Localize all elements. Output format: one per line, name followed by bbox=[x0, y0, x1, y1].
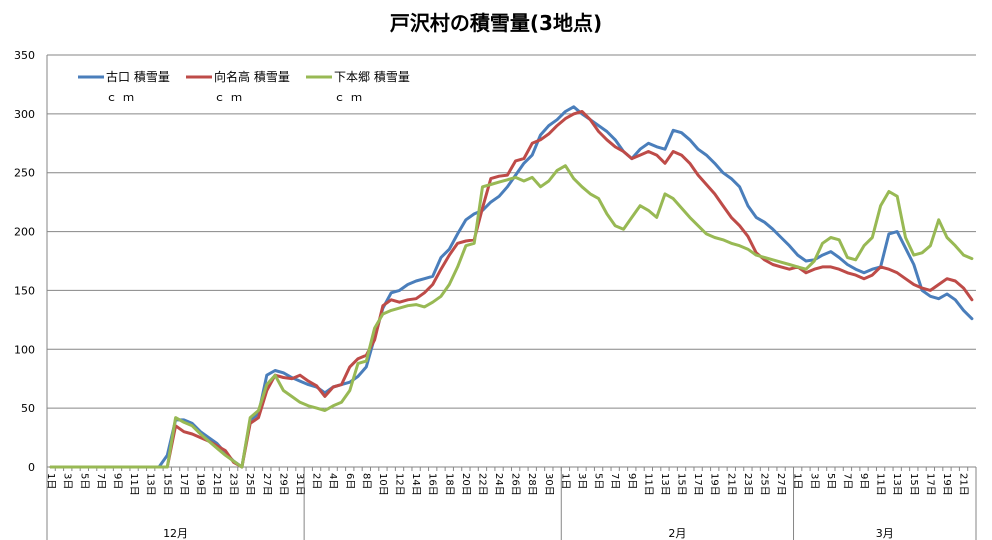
legend-unit: ｃｍ bbox=[214, 91, 248, 104]
x-tick-label: 21日 bbox=[211, 473, 222, 496]
legend: 古口 積雪量 ｃｍ 向名高 積雪量 ｃｍ 下本郷 積雪量 ｃｍ bbox=[78, 69, 410, 104]
legend-label: 下本郷 積雪量 bbox=[334, 69, 410, 84]
x-tick-label: 28日 bbox=[526, 473, 537, 496]
series-line bbox=[49, 164, 974, 469]
x-tick-label: 15日 bbox=[161, 473, 172, 496]
y-tick-label: 200 bbox=[14, 226, 35, 239]
x-tick-label: 16日 bbox=[427, 473, 438, 496]
x-tick-label: 1日 bbox=[45, 473, 56, 489]
x-tick-label: 5日 bbox=[825, 473, 836, 489]
x-tick-label: 19日 bbox=[194, 473, 205, 496]
x-tick-label: 7日 bbox=[95, 473, 106, 489]
x-tick-label: 30日 bbox=[543, 473, 554, 496]
x-tick-label: 9日 bbox=[858, 473, 869, 489]
series-lines bbox=[49, 105, 974, 469]
month-label: 3月 bbox=[876, 527, 894, 540]
x-tick-label: 25日 bbox=[244, 473, 255, 496]
x-tick-label: 19日 bbox=[709, 473, 720, 496]
x-tick-label: 20日 bbox=[460, 473, 471, 496]
x-tick-label: 17日 bbox=[924, 473, 935, 496]
x-tick-label: 12日 bbox=[394, 473, 405, 496]
x-tick-label: 1日 bbox=[559, 473, 570, 489]
x-tick-label: 2日 bbox=[311, 473, 322, 489]
chart-title: 戸沢村の積雪量(3地点) bbox=[390, 11, 602, 35]
x-tick-label: 17日 bbox=[178, 473, 189, 496]
x-tick-label: 7日 bbox=[609, 473, 620, 489]
x-tick-label: 22日 bbox=[476, 473, 487, 496]
x-tick-label: 19日 bbox=[941, 473, 952, 496]
series-line bbox=[49, 110, 974, 469]
x-tick-label: 11日 bbox=[875, 473, 886, 496]
x-tick-label: 15日 bbox=[908, 473, 919, 496]
x-tick-label: 4日 bbox=[327, 473, 338, 489]
legend-unit: ｃｍ bbox=[106, 91, 140, 104]
x-tick-label: 7日 bbox=[841, 473, 852, 489]
x-tick-label: 17日 bbox=[692, 473, 703, 496]
x-tick-label: 27日 bbox=[775, 473, 786, 496]
x-tick-label: 1日 bbox=[792, 473, 803, 489]
x-tick-label: 13日 bbox=[891, 473, 902, 496]
x-tick-label: 15日 bbox=[676, 473, 687, 496]
x-tick-label: 27日 bbox=[261, 473, 272, 496]
legend-unit: ｃｍ bbox=[334, 91, 368, 104]
x-tick-label: 23日 bbox=[742, 473, 753, 496]
y-tick-label: 250 bbox=[14, 167, 35, 180]
x-tick-label: 31日 bbox=[294, 473, 305, 496]
x-tick-label: 11日 bbox=[128, 473, 139, 496]
x-tick-label: 10日 bbox=[377, 473, 388, 496]
x-tick-label: 24日 bbox=[493, 473, 504, 496]
x-tick-label: 3日 bbox=[576, 473, 587, 489]
series-line bbox=[49, 105, 974, 469]
x-tick-label: 18日 bbox=[443, 473, 454, 496]
x-tick-label: 13日 bbox=[659, 473, 670, 496]
grid-lines bbox=[47, 54, 976, 468]
x-tick-label: 6日 bbox=[344, 473, 355, 489]
x-tick-label: 23日 bbox=[228, 473, 239, 496]
x-tick-label: 21日 bbox=[958, 473, 969, 496]
x-tick-label: 14日 bbox=[410, 473, 421, 496]
y-tick-label: 350 bbox=[14, 49, 35, 62]
month-label: 12月 bbox=[163, 527, 188, 540]
x-tick-label: 26日 bbox=[510, 473, 521, 496]
y-tick-label: 100 bbox=[14, 343, 35, 356]
x-tick-label: 13日 bbox=[145, 473, 156, 496]
x-tick-label: 8日 bbox=[360, 473, 371, 489]
y-tick-label: 0 bbox=[28, 461, 35, 474]
y-axis: 0 50 100 150 200 250 300 350 bbox=[14, 49, 48, 474]
y-tick-label: 50 bbox=[21, 402, 35, 415]
x-tick-label: 5日 bbox=[593, 473, 604, 489]
x-tick-label: 9日 bbox=[626, 473, 637, 489]
x-tick-label: 21日 bbox=[725, 473, 736, 496]
x-tick-label: 29日 bbox=[277, 473, 288, 496]
x-tick-label: 5日 bbox=[78, 473, 89, 489]
legend-label: 向名高 積雪量 bbox=[214, 69, 290, 84]
x-tick-label: 9日 bbox=[112, 473, 123, 489]
x-axis: 1日 3日 5日 7日 9日 11日 13日 15日 17日 19日 21日 23日 25日 27日 29日… bbox=[45, 466, 977, 540]
y-tick-label: 300 bbox=[14, 108, 35, 121]
x-tick-label: 3日 bbox=[808, 473, 819, 489]
x-tick-label: 3日 bbox=[62, 473, 73, 489]
y-tick-label: 150 bbox=[14, 284, 35, 297]
legend-label: 古口 積雪量 bbox=[106, 69, 170, 84]
month-label: 2月 bbox=[668, 527, 686, 540]
x-tick-label: 25日 bbox=[758, 473, 769, 496]
x-tick-label: 11日 bbox=[642, 473, 653, 496]
